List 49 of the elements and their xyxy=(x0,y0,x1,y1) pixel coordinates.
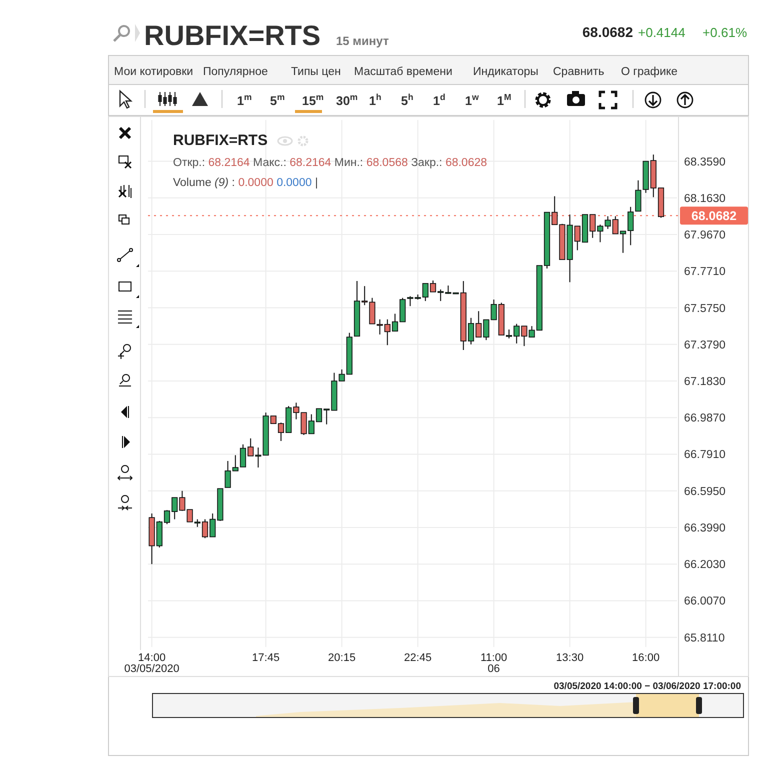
y-tick-label: 65.8110 xyxy=(684,632,725,644)
chart-title: RUBFIX=RTS xyxy=(144,20,321,51)
y-tick-label: 66.2030 xyxy=(684,559,726,572)
y-tick-label: 66.5950 xyxy=(684,486,726,498)
x-tick-label: 22:45 xyxy=(404,652,432,664)
text: 30$^{m}$ xyxy=(336,92,358,108)
x-tick-label: 17:45 xyxy=(252,652,280,664)
text: 15$^{m}$ xyxy=(302,92,324,108)
text: 5$^{m}$ xyxy=(270,92,285,108)
text: Типы цен xyxy=(291,66,341,78)
y-tick-label: 66.7910 xyxy=(684,449,726,462)
y-tick-label: 66.0070 xyxy=(684,596,726,608)
text: О графике xyxy=(621,66,678,78)
text: Индикаторы xyxy=(473,66,538,78)
candlestick xyxy=(635,180,642,212)
text: 1$^{M}$ xyxy=(497,92,512,108)
y-tick-label: 67.1830 xyxy=(684,376,726,388)
x-tick-label: 20:15 xyxy=(328,652,356,664)
y-tick-label: 67.7710 xyxy=(684,266,726,278)
y-tick-label: 68.3590 xyxy=(684,156,726,168)
text: 1$^{w}$ xyxy=(465,92,479,108)
text: Мои котировки xyxy=(114,66,194,78)
text: 68.0682 xyxy=(582,24,634,40)
x-tick-label: 11:00 06 xyxy=(480,652,508,675)
x-tick-label: 13:30 xyxy=(556,652,584,664)
text: 5$^{h}$ xyxy=(401,92,414,108)
y-tick-label: 68.1630 xyxy=(684,192,726,205)
text: RUBFIX=RTS xyxy=(173,132,268,149)
chart-subtitle: 15 минут xyxy=(336,34,390,48)
y-tick-label: 66.9870 xyxy=(684,412,726,425)
candlestick xyxy=(628,206,634,246)
y-tick-label: 67.9670 xyxy=(684,230,726,242)
text: Масштаб времени xyxy=(354,66,452,78)
text: 1$^{d}$ xyxy=(433,92,446,108)
y-tick-label: 67.5750 xyxy=(684,302,726,315)
text: 03/05/2020 14:00:00 − 03/06/2020 17:00:00 xyxy=(554,681,741,692)
y-tick-label: 66.3990 xyxy=(684,522,726,534)
text: 1$^{h}$ xyxy=(369,92,382,108)
text: Популярное xyxy=(203,66,268,78)
text: 1$^{m}$ xyxy=(237,92,252,108)
ref-line-label: 68.0682 xyxy=(691,209,737,224)
x-tick-label: 16:00 xyxy=(632,652,660,664)
text: +0.4144 xyxy=(638,25,686,40)
x-tick-label: 14:00 03/05/2020 xyxy=(124,652,180,675)
annotation: Откр.: 68.2164 Макс.: 68.2164 Мин.: 68.0568 Закр.: 68.0628 xyxy=(173,157,488,169)
y-tick-label: 67.3790 xyxy=(684,339,726,352)
annotation: Volume (9) : 0.0000 0.0000 | xyxy=(173,177,318,189)
text: +0.61% xyxy=(702,25,748,40)
text: Сравнить xyxy=(553,66,604,78)
